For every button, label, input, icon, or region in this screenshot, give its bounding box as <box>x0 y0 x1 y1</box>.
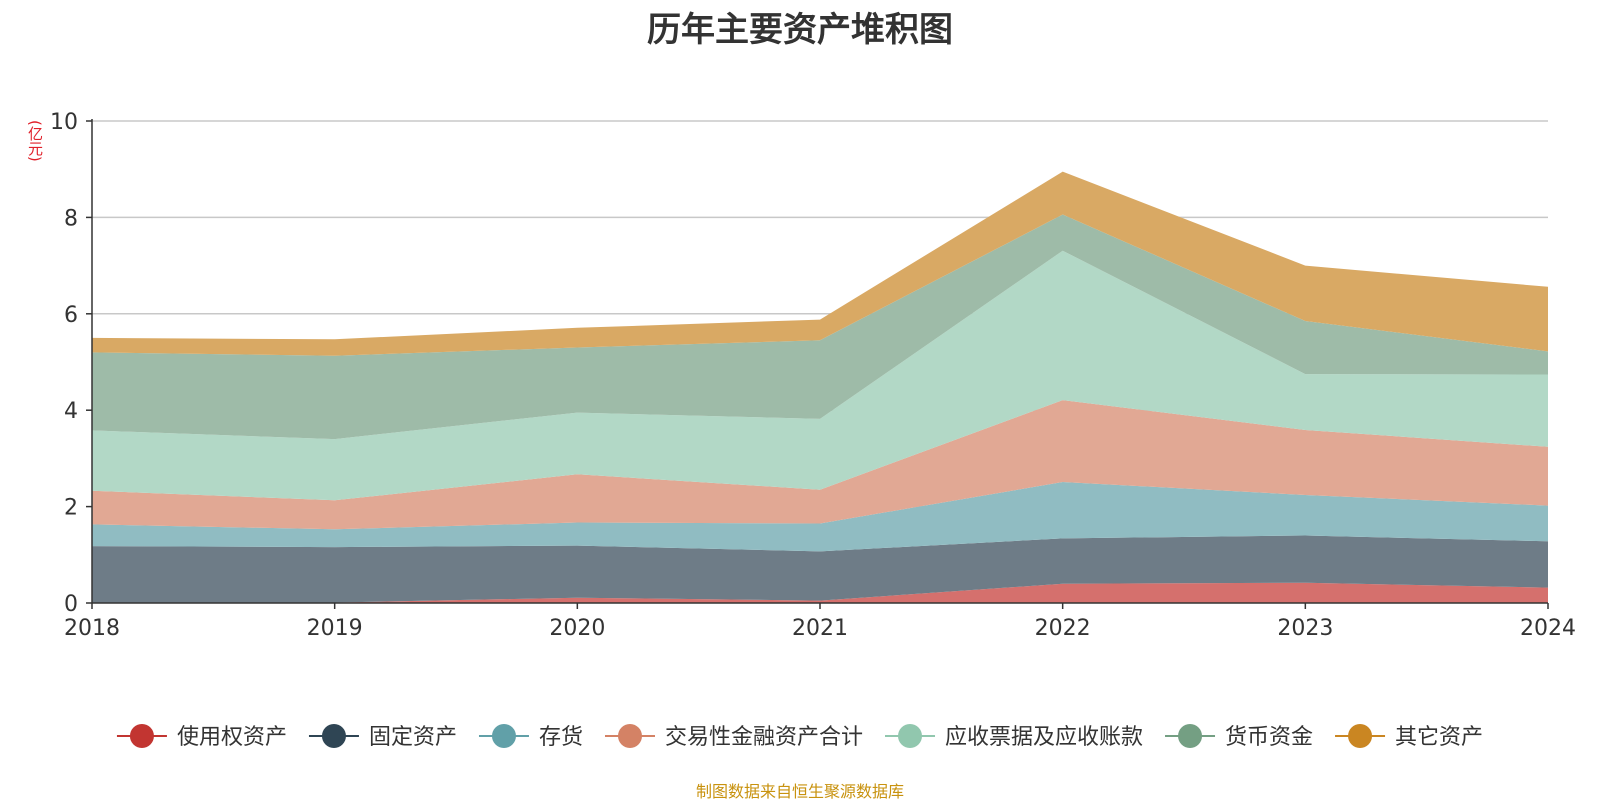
legend-label-4: 应收票据及应收账款 <box>945 725 1143 750</box>
area-series-4[interactable] <box>92 250 1548 501</box>
legend-marker-0 <box>129 724 154 748</box>
chart-title: 历年主要资产堆积图 <box>647 10 953 50</box>
legend-label-2: 存货 <box>539 725 583 750</box>
area-series-3[interactable] <box>92 400 1548 530</box>
area-series-5[interactable] <box>92 214 1548 440</box>
legend-marker-2 <box>491 724 516 748</box>
area-series-0[interactable] <box>92 582 1548 603</box>
x-tick-label-2018: 2018 <box>64 616 120 641</box>
x-tick-label-2021: 2021 <box>792 616 848 641</box>
legend-item-6[interactable]: 其它资产 <box>1335 724 1483 750</box>
y-tick-label-10: 10 <box>50 110 78 135</box>
legend-label-1: 固定资产 <box>369 725 457 750</box>
legend-item-4[interactable]: 应收票据及应收账款 <box>885 724 1143 750</box>
axes: 0 2 4 6 8 10 2018 2019 2020 2021 2022 2023 2024 <box>50 110 1576 641</box>
legend-marker-5 <box>1178 724 1203 748</box>
y-tick-label-8: 8 <box>64 206 78 231</box>
y-tick-label-6: 6 <box>64 303 78 328</box>
legend-item-2[interactable]: 存货 <box>478 724 583 750</box>
legend-item-3[interactable]: 交易性金融资产合计 <box>604 724 863 750</box>
legend-marker-1 <box>321 724 346 748</box>
source-note: 制图数据来自恒生聚源数据库 <box>695 782 904 801</box>
legend-item-1[interactable]: 固定资产 <box>308 724 457 750</box>
legend-label-3: 交易性金融资产合计 <box>665 725 863 750</box>
legend-label-5: 货币资金 <box>1225 725 1313 750</box>
x-tick-label-2019: 2019 <box>307 616 363 641</box>
legend-label-0: 使用权资产 <box>177 725 287 750</box>
stacked-areas <box>92 171 1548 604</box>
area-series-6[interactable] <box>92 171 1548 356</box>
y-axis-unit-label: (亿元) <box>26 120 44 162</box>
x-tick-label-2022: 2022 <box>1035 616 1091 641</box>
y-tick-label-0: 0 <box>64 592 78 617</box>
y-tick-label-2: 2 <box>64 496 78 521</box>
legend: 使用权资产 固定资产 存货 交易性金融资产合计 应收票据及应收账款 货币资金 其它资产 <box>116 724 1483 750</box>
legend-label-6: 其它资产 <box>1395 725 1483 750</box>
legend-item-5[interactable]: 货币资金 <box>1165 724 1313 750</box>
legend-marker-3 <box>617 724 642 748</box>
legend-marker-4 <box>898 724 923 748</box>
x-tick-label-2024: 2024 <box>1520 616 1576 641</box>
x-tick-label-2023: 2023 <box>1277 616 1333 641</box>
x-tick-label-2020: 2020 <box>549 616 605 641</box>
y-tick-label-4: 4 <box>64 399 78 424</box>
legend-marker-6 <box>1348 724 1373 748</box>
area-series-1[interactable] <box>92 535 1548 604</box>
area-series-2[interactable] <box>92 482 1548 552</box>
legend-item-0[interactable]: 使用权资产 <box>116 724 287 750</box>
